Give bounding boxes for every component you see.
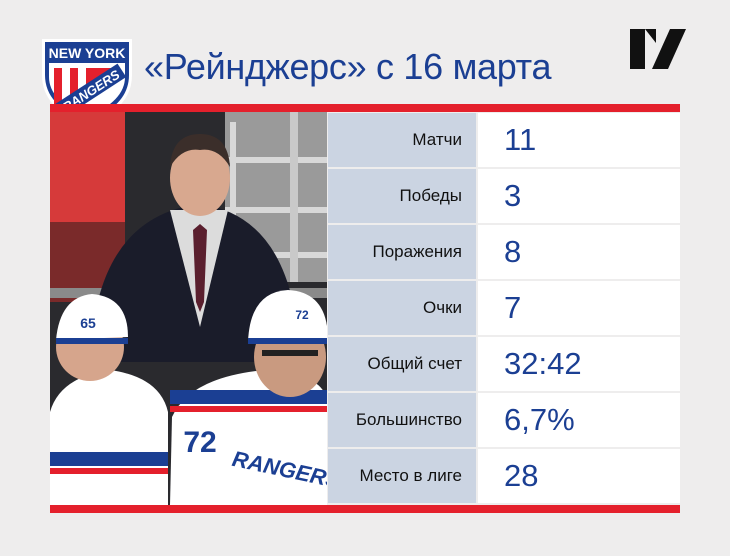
stat-value: 8 <box>478 225 680 279</box>
stat-value: 32:42 <box>478 337 680 391</box>
stat-label: Матчи <box>328 113 476 167</box>
logo-text-newyork: NEW YORK <box>49 45 126 61</box>
stat-label: Общий счет <box>328 337 476 391</box>
stat-label: Победы <box>328 169 476 223</box>
rangers-logo: NEW YORK RANGERS <box>42 39 132 125</box>
photo-number-72-front: 72 <box>183 426 216 459</box>
stat-label: Место в лиге <box>328 449 476 503</box>
stat-row-league-rank: Место в лиге 28 <box>328 449 680 503</box>
photo-number-72-helmet: 72 <box>295 308 309 322</box>
page-title: «Рейнджерс» с 16 марта <box>144 46 552 87</box>
stat-row-wins: Победы 3 <box>328 169 680 223</box>
stat-value: 7 <box>478 281 680 335</box>
stat-label: Поражения <box>328 225 476 279</box>
stat-row-matches: Матчи 11 <box>328 113 680 167</box>
team-bench-photo: 65 72 RANGERS 72 <box>50 112 327 505</box>
stat-row-goals: Общий счет 32:42 <box>328 337 680 391</box>
divider-bottom <box>50 505 680 513</box>
stat-value: 3 <box>478 169 680 223</box>
stat-row-points: Очки 7 <box>328 281 680 335</box>
stat-value: 6,7% <box>478 393 680 447</box>
stat-row-losses: Поражения 8 <box>328 225 680 279</box>
stat-row-powerplay: Большинство 6,7% <box>328 393 680 447</box>
stats-table: Матчи 11 Победы 3 Поражения 8 Очки 7 Общ… <box>328 112 680 505</box>
brand-logo-icon <box>630 29 686 69</box>
photo-number-65: 65 <box>80 315 96 331</box>
stat-label: Очки <box>328 281 476 335</box>
divider-top <box>50 104 680 112</box>
stat-label: Большинство <box>328 393 476 447</box>
stat-value: 11 <box>478 113 680 167</box>
stat-value: 28 <box>478 449 680 503</box>
